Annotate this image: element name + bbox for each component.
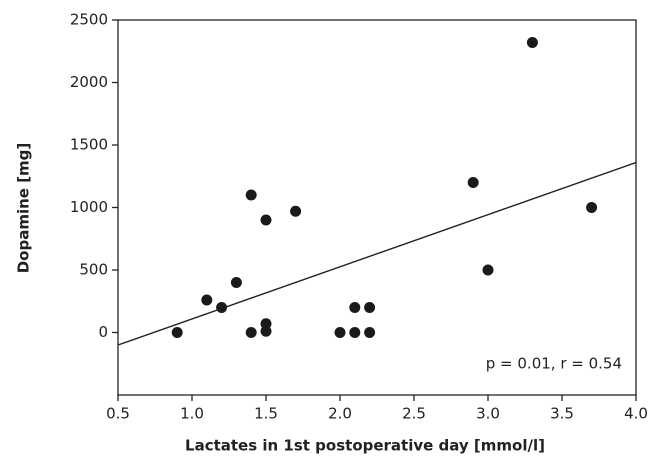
point	[216, 302, 228, 313]
y-tick-label: 2500	[70, 11, 108, 29]
point	[171, 327, 183, 338]
x-tick-label: 2.5	[402, 405, 426, 423]
plot-frame	[117, 19, 637, 396]
point	[349, 327, 361, 338]
x-tick-label: 1.0	[180, 405, 204, 423]
point	[260, 214, 272, 226]
point	[334, 327, 346, 338]
y-tick-label: 1500	[70, 136, 108, 154]
x-tick-label: 1.5	[254, 405, 278, 423]
point	[349, 302, 361, 313]
point	[230, 277, 242, 288]
point	[526, 37, 538, 48]
point	[201, 294, 213, 306]
point	[364, 327, 376, 338]
y-tick-label: 0	[98, 323, 108, 341]
x-tick-label: 0.5	[106, 405, 130, 423]
annotation: p = 0.01, r = 0.54	[486, 355, 622, 373]
x-tick-label: 4.0	[624, 405, 648, 423]
trendline	[117, 161, 637, 346]
x-axis-label: Lactates in 1st postoperative day [mmol/…	[185, 437, 545, 455]
point	[245, 327, 257, 338]
point	[245, 189, 257, 201]
y-tick-label: 1000	[70, 198, 108, 216]
point	[482, 264, 494, 276]
point	[260, 325, 272, 337]
y-tick-label: 500	[79, 261, 108, 279]
point	[586, 202, 598, 213]
x-tick-label: 3.0	[476, 405, 500, 423]
point	[467, 177, 479, 188]
point	[290, 205, 302, 217]
point	[364, 302, 376, 313]
y-tick-label: 2000	[70, 73, 108, 91]
x-tick-label: 2.0	[328, 405, 352, 423]
x-tick-label: 3.5	[550, 405, 574, 423]
y-axis-label: Dopamine [mg]	[15, 143, 33, 274]
